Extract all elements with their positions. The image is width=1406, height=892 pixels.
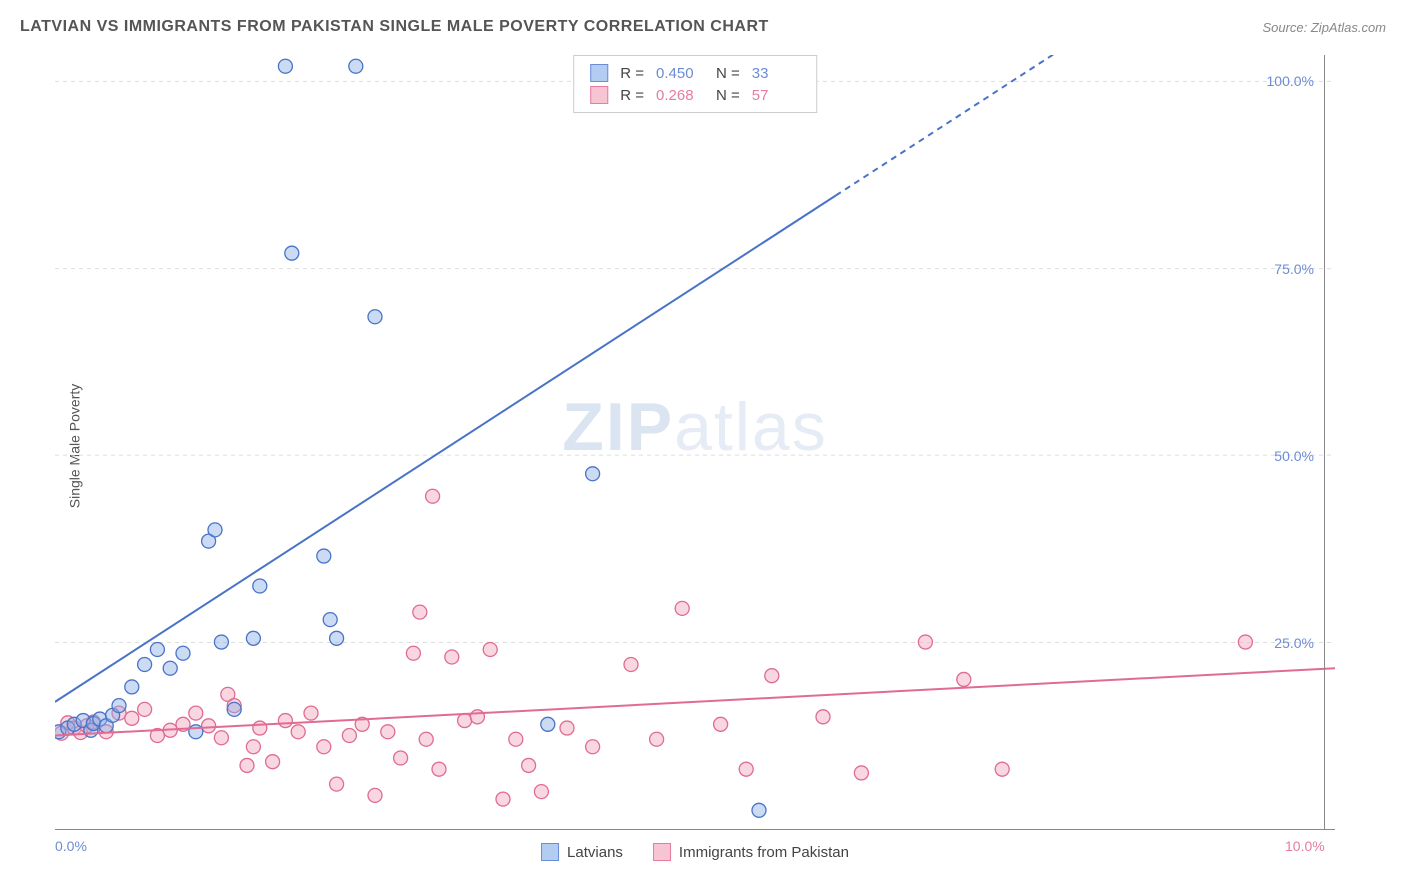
legend-label: Latvians [567,844,623,861]
r-value-b: 0.268 [656,87,704,104]
y-tick-label: 50.0% [1254,448,1314,464]
chart-title: LATVIAN VS IMMIGRANTS FROM PAKISTAN SING… [20,18,769,36]
stats-row-series-a: R = 0.450 N = 33 [590,62,800,84]
swatch-series-b [590,86,608,104]
r-value-a: 0.450 [656,65,704,82]
stats-legend-box: R = 0.450 N = 33 R = 0.268 N = 57 [573,55,817,113]
x-tick-label: 0.0% [55,838,87,854]
legend-swatch [653,843,671,861]
legend-item: Latvians [541,843,623,861]
legend-swatch [541,843,559,861]
legend-bottom: Latvians Immigrants from Pakistan [541,843,849,861]
y-tick-label: 25.0% [1254,635,1314,651]
x-tick-label: 10.0% [1285,838,1325,854]
scatter-plot [55,55,1335,829]
n-value-a: 33 [752,65,800,82]
n-value-b: 57 [752,87,800,104]
y-tick-label: 100.0% [1254,73,1314,89]
legend-item: Immigrants from Pakistan [653,843,849,861]
legend-label: Immigrants from Pakistan [679,844,849,861]
source-attribution: Source: ZipAtlas.com [1262,20,1386,35]
y-axis-line: 100.0%75.0%50.0%25.0% [1324,55,1325,829]
swatch-series-a [590,64,608,82]
y-tick-label: 75.0% [1254,261,1314,277]
stats-row-series-b: R = 0.268 N = 57 [590,84,800,106]
chart-area: ZIPatlas 100.0%75.0%50.0%25.0% R = 0.450… [55,55,1335,830]
